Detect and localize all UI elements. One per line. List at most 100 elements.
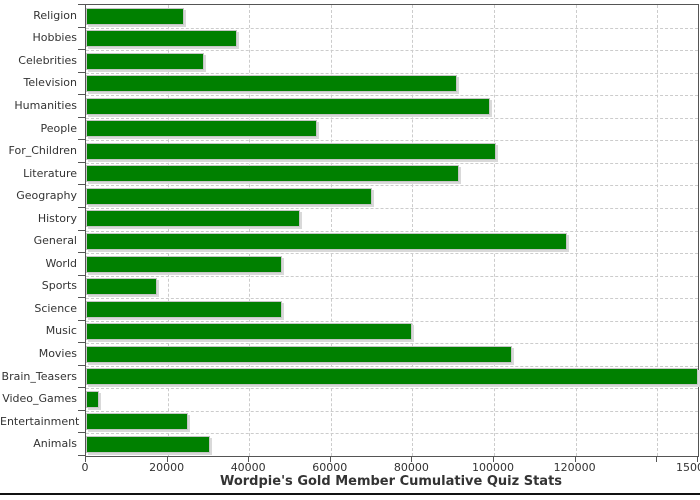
category-label: Celebrities	[18, 53, 77, 67]
y-axis-tick	[78, 387, 86, 389]
horizontal-gridline	[86, 185, 698, 187]
category-label: People	[40, 121, 77, 135]
x-axis-tick-label: 60000	[312, 461, 348, 474]
bar-general	[86, 233, 568, 250]
y-axis-tick	[78, 94, 86, 96]
y-axis-tick	[78, 4, 86, 5]
horizontal-gridline	[86, 50, 698, 52]
x-axis-tick	[248, 456, 250, 462]
bar-entertainment	[86, 413, 188, 431]
bar-history	[86, 210, 301, 228]
category-label: Entertainment	[0, 414, 80, 428]
y-axis-tick	[78, 206, 86, 208]
category-label: Video_Games	[2, 392, 77, 406]
horizontal-gridline	[86, 140, 698, 142]
horizontal-gridline	[86, 275, 698, 277]
horizontal-gridline	[86, 320, 698, 322]
x-axis-tick	[166, 456, 168, 462]
x-axis-tick	[493, 456, 494, 462]
x-axis-tick-label: 150000	[676, 461, 700, 474]
bar-animals	[86, 435, 211, 453]
category-label: Religion	[33, 8, 77, 22]
y-axis-tick	[78, 139, 86, 141]
x-axis-tick	[329, 456, 331, 462]
horizontal-gridline	[86, 230, 698, 232]
category-label: Brain_Teasers	[1, 369, 77, 383]
category-label: World	[45, 256, 77, 270]
x-axis-tick	[85, 456, 86, 462]
category-label: Hobbies	[32, 31, 77, 45]
x-axis-tick	[697, 456, 698, 462]
y-axis-tick	[78, 342, 86, 344]
y-axis-tick	[78, 116, 86, 118]
horizontal-gridline	[86, 162, 698, 164]
category-label: Music	[45, 324, 77, 338]
horizontal-gridline	[86, 95, 698, 97]
horizontal-gridline	[86, 253, 698, 255]
category-label: History	[37, 211, 77, 225]
y-axis-tick	[78, 364, 86, 366]
y-axis-tick	[78, 409, 86, 411]
bar-science	[86, 300, 282, 318]
horizontal-gridline	[86, 207, 698, 209]
bar-hobbies	[86, 30, 237, 48]
x-axis-tick-label: 100000	[472, 461, 514, 474]
horizontal-gridline	[86, 72, 698, 74]
bar-video_games	[86, 390, 100, 408]
category-label: Geography	[16, 189, 77, 203]
bar-brain_teasers	[86, 368, 698, 386]
bar-literature	[86, 165, 460, 183]
bottom-border-line	[0, 493, 700, 495]
horizontal-gridline	[86, 410, 698, 412]
y-axis-tick	[78, 49, 86, 51]
bar-celebrities	[86, 52, 205, 70]
y-axis-tick	[78, 229, 86, 231]
bar-television	[86, 75, 458, 93]
x-axis-tick-label: 120000	[553, 461, 596, 474]
bar-geography	[86, 187, 372, 205]
bar-world	[86, 255, 282, 273]
horizontal-gridline	[86, 343, 698, 345]
category-label: Humanities	[14, 98, 77, 112]
horizontal-gridline	[86, 117, 698, 119]
bar-for_children	[86, 142, 497, 160]
plot-area	[85, 4, 699, 457]
bar-people	[86, 120, 317, 138]
horizontal-gridline	[86, 433, 698, 435]
y-axis-tick	[78, 297, 86, 299]
bar-humanities	[86, 97, 490, 115]
bar-music	[86, 323, 413, 341]
category-label: Movies	[38, 347, 77, 361]
horizontal-gridline	[86, 365, 698, 367]
category-label: Animals	[33, 437, 77, 451]
chart-title: Wordpie's Gold Member Cumulative Quiz St…	[219, 474, 563, 489]
y-axis-tick	[78, 71, 86, 73]
category-label: Television	[23, 76, 78, 90]
x-axis-tick-label: 80000	[393, 461, 429, 474]
y-axis-tick	[78, 455, 86, 456]
horizontal-gridline	[86, 298, 698, 300]
bar-sports	[86, 278, 158, 296]
horizontal-gridline	[86, 388, 698, 390]
x-axis-tick-label: 40000	[230, 461, 266, 474]
bar-movies	[86, 345, 513, 363]
y-axis-tick	[78, 26, 86, 28]
y-axis-tick	[78, 274, 86, 276]
category-label: Literature	[23, 166, 77, 180]
y-axis-tick	[78, 184, 86, 186]
category-label: Science	[34, 301, 77, 315]
y-axis-tick	[78, 432, 86, 434]
y-axis-tick	[78, 319, 86, 321]
category-label: For_Children	[8, 144, 77, 158]
x-axis-tick-label: 20000	[149, 461, 185, 474]
x-axis-tick	[656, 456, 658, 462]
y-axis-tick	[78, 252, 86, 254]
category-label: Sports	[41, 279, 77, 293]
x-axis-tick	[574, 456, 576, 462]
y-axis-tick	[78, 161, 86, 163]
bar-religion	[86, 7, 184, 25]
horizontal-gridline	[86, 27, 698, 29]
x-axis-tick	[411, 456, 413, 462]
category-label: General	[33, 234, 77, 248]
